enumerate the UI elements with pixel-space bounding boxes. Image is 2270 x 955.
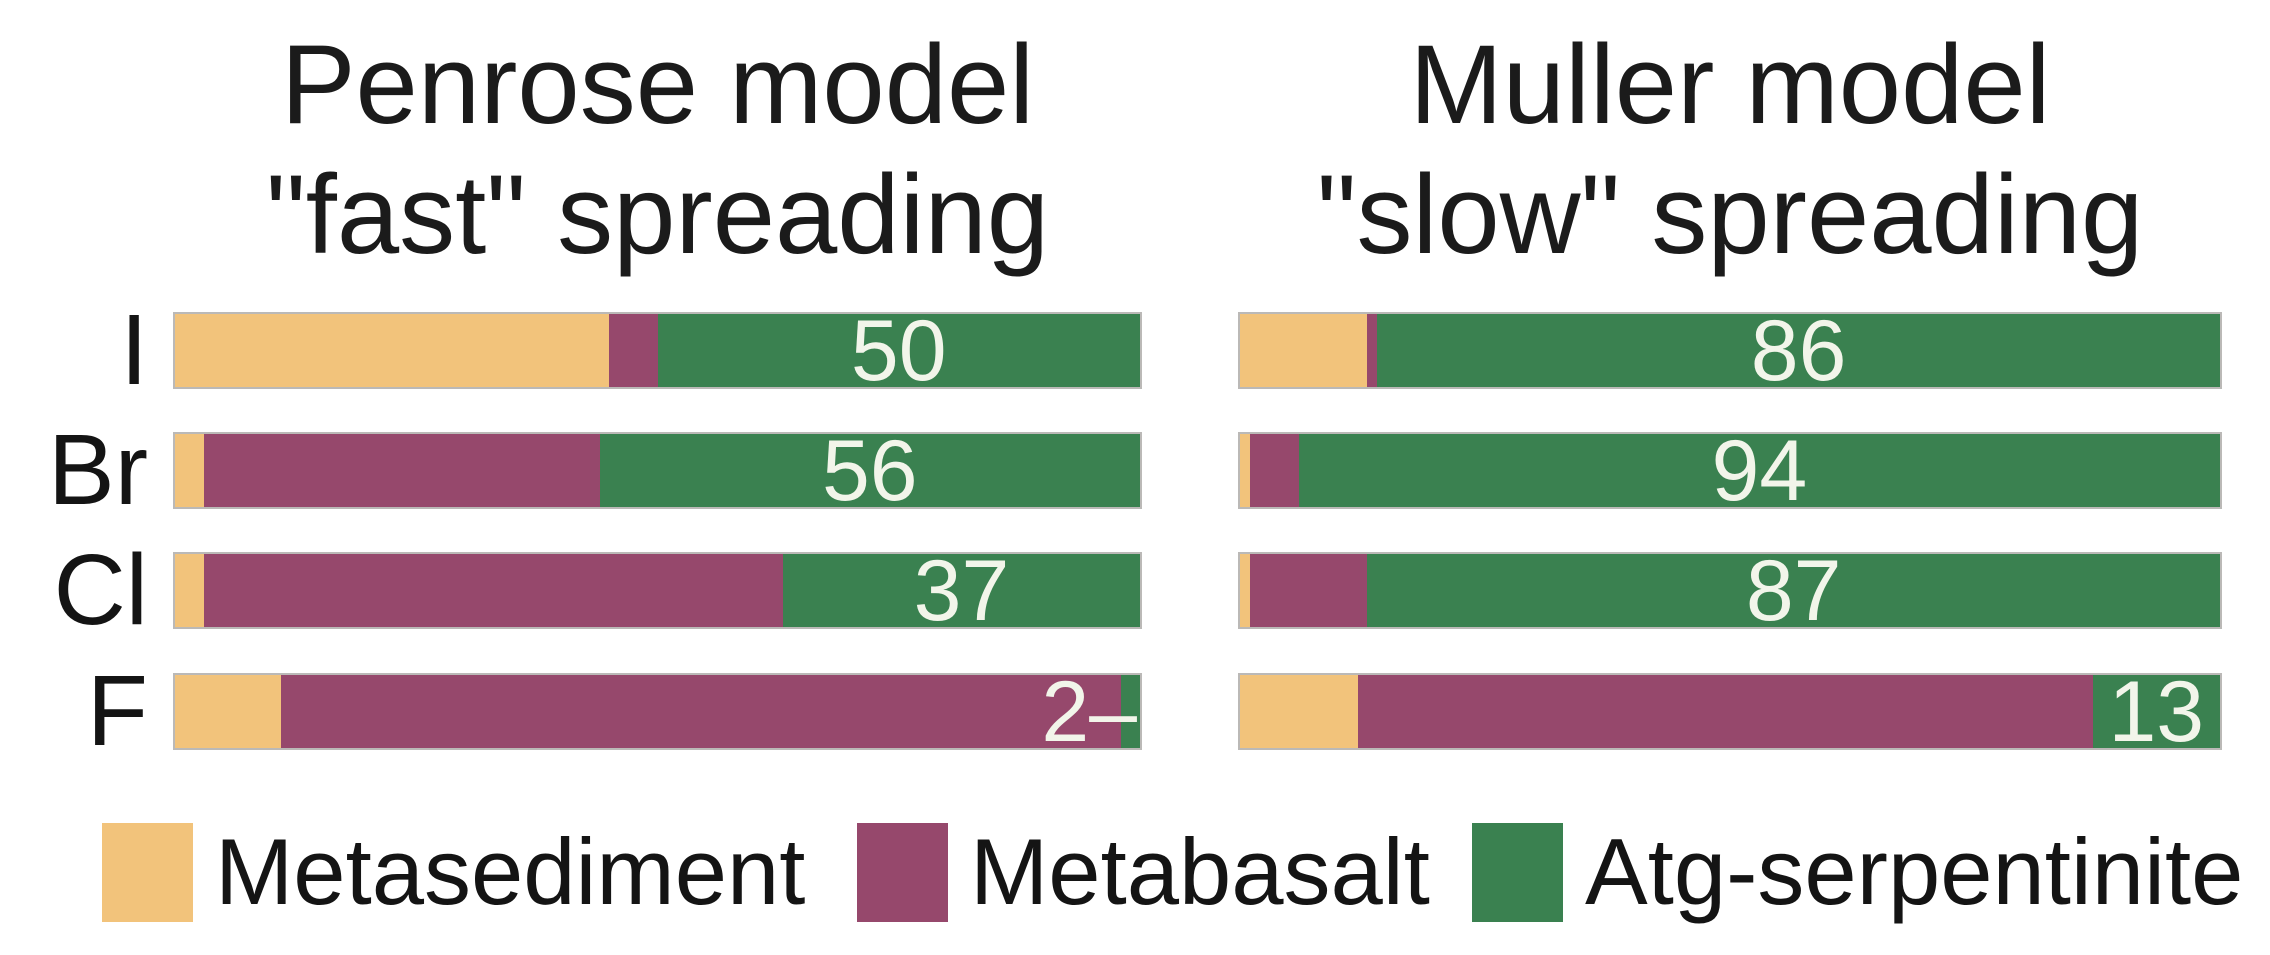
- row-label-i: I: [120, 294, 148, 406]
- legend-label: Metabasalt: [970, 819, 1430, 924]
- muller-br-segment-metasediment: [1240, 434, 1250, 507]
- muller-f-segment-metabasalt: [1357, 675, 2093, 748]
- muller-bar-cl: 87: [1238, 548, 2222, 634]
- muller-i-segment-atg-serpentinite: 86: [1377, 308, 2220, 394]
- row-label-f: F: [86, 655, 148, 767]
- penrose-cl-segment-metabasalt: [203, 554, 783, 627]
- muller-cl-segment-atg-serpentinite: 87: [1367, 548, 2220, 634]
- penrose-panel-title: Penrose model "fast" spreading: [173, 20, 1142, 280]
- legend-item-metasediment: Metasediment: [102, 818, 805, 926]
- penrose-br-value-label: 56: [821, 422, 918, 519]
- muller-title-line1: Muller model: [1409, 22, 2051, 147]
- penrose-f-segment-metabasalt: [281, 675, 1121, 748]
- penrose-i-segment-metabasalt: [609, 314, 658, 387]
- muller-f-value-label: 13: [2108, 663, 2205, 760]
- legend-label: Metasediment: [215, 819, 806, 924]
- muller-cl-value-label: 87: [1745, 542, 1842, 639]
- penrose-i-segment-metasediment: [175, 314, 610, 387]
- penrose-title-line1: Penrose model: [280, 22, 1035, 147]
- penrose-f-value-label: 2–: [1041, 663, 1137, 760]
- muller-f-segment-metasediment: [1240, 675, 1358, 748]
- penrose-bar-br: 56: [173, 428, 1142, 514]
- penrose-cl-segment-atg-serpentinite: 37: [782, 548, 1140, 634]
- muller-i-segment-metasediment: [1240, 314, 1368, 387]
- legend-item-metabasalt: Metabasalt: [857, 818, 1430, 926]
- penrose-i-value-label: 50: [850, 302, 947, 399]
- muller-cl-segment-metasediment: [1240, 554, 1250, 627]
- penrose-title-line2: "fast" spreading: [265, 152, 1050, 277]
- row-label-cl: Cl: [53, 534, 148, 646]
- penrose-cl-value-label: 37: [913, 542, 1010, 639]
- muller-f-segment-atg-serpentinite: 13: [2092, 669, 2220, 755]
- atg-serpentinite-swatch: [1472, 822, 1563, 922]
- penrose-f-segment-atg-serpentinite: [1120, 675, 1140, 748]
- muller-panel-title: Muller model "slow" spreading: [1238, 20, 2222, 280]
- muller-i-value-label: 86: [1750, 302, 1847, 399]
- muller-br-segment-metabasalt: [1249, 434, 1299, 507]
- penrose-bar-cl: 37: [173, 548, 1142, 634]
- muller-bar-i: 86: [1238, 308, 2222, 394]
- muller-br-value-label: 94: [1711, 422, 1808, 519]
- muller-i-segment-metabasalt: [1367, 314, 1378, 387]
- penrose-f-segment-metasediment: [175, 675, 282, 748]
- muller-title-line2: "slow" spreading: [1316, 152, 2144, 277]
- muller-br-segment-atg-serpentinite: 94: [1298, 428, 2220, 514]
- penrose-br-segment-atg-serpentinite: 56: [599, 428, 1140, 514]
- penrose-br-segment-metasediment: [175, 434, 204, 507]
- legend-label: Atg-serpentinite: [1585, 819, 2244, 924]
- metasediment-swatch: [102, 822, 193, 922]
- penrose-br-segment-metabasalt: [203, 434, 600, 507]
- metabasalt-swatch: [857, 822, 948, 922]
- penrose-bar-i: 50: [173, 308, 1142, 394]
- row-label-br: Br: [48, 414, 148, 526]
- penrose-bar-f: 2–: [173, 669, 1142, 755]
- muller-cl-segment-metabasalt: [1249, 554, 1368, 627]
- muller-bar-f: 13: [1238, 669, 2222, 755]
- penrose-cl-segment-metasediment: [175, 554, 204, 627]
- legend-item-atg-serpentinite: Atg-serpentinite: [1472, 818, 2243, 926]
- muller-bar-br: 94: [1238, 428, 2222, 514]
- penrose-i-segment-atg-serpentinite: 50: [657, 308, 1140, 394]
